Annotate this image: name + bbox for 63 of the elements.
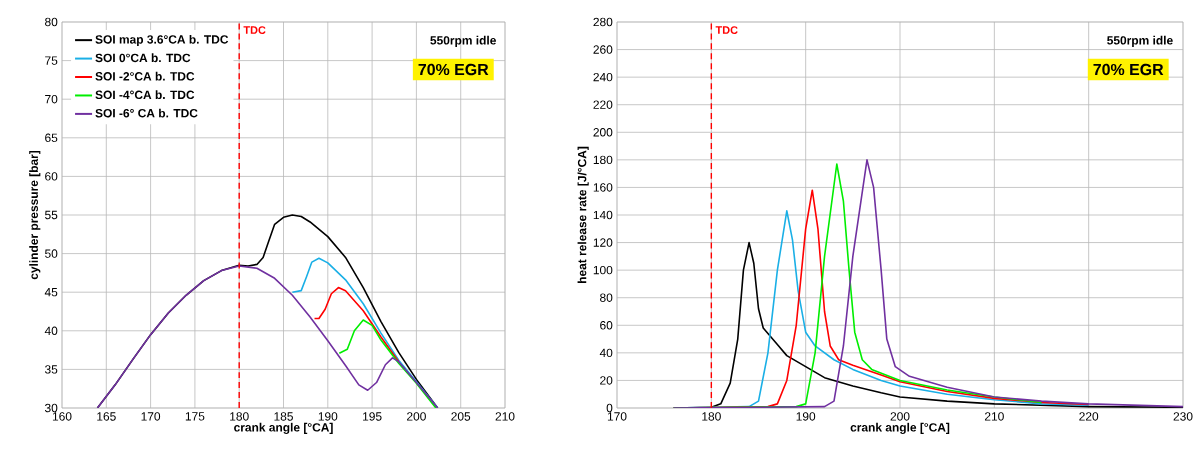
y-tick-label: 65 bbox=[45, 133, 58, 143]
x-tick-label: 185 bbox=[274, 412, 293, 421]
line-series bbox=[672, 159, 1184, 408]
y-tick-label: 70 bbox=[45, 94, 58, 104]
y-tick-label: 35 bbox=[44, 365, 58, 374]
y-tick-label: 200 bbox=[593, 128, 613, 137]
y-tick-label: 100 bbox=[593, 265, 613, 275]
ref-line-label: TDC bbox=[243, 26, 266, 34]
x-tick-label: 200 bbox=[407, 412, 426, 421]
x-tick-label: 220 bbox=[1079, 412, 1099, 421]
x-tick-label: 160 bbox=[52, 412, 72, 421]
y-tick-label: 260 bbox=[593, 45, 613, 54]
x-tick-label: 170 bbox=[141, 412, 161, 421]
x-tick-label: 195 bbox=[363, 412, 382, 421]
line-series bbox=[338, 319, 437, 408]
x-tick-label: 210 bbox=[984, 412, 1004, 421]
line-series bbox=[96, 265, 439, 408]
annotation: 550rpm idle bbox=[1107, 35, 1173, 47]
annotation: 70% EGR bbox=[418, 63, 489, 76]
y-tick-label: 60 bbox=[45, 172, 58, 181]
y-tick-label: 220 bbox=[593, 100, 613, 109]
x-axis-title: crank angle [°CA] bbox=[234, 422, 333, 435]
y-tick-label: 80 bbox=[600, 293, 613, 302]
x-tick-label: 210 bbox=[495, 412, 515, 421]
y-tick-label: 80 bbox=[45, 17, 58, 27]
x-tick-label: 230 bbox=[1173, 412, 1193, 421]
y-tick-label: 40 bbox=[599, 348, 613, 358]
x-tick-label: 165 bbox=[97, 412, 116, 421]
y-tick-label: 55 bbox=[45, 210, 58, 220]
legend-label: SOI -2°CA b. TDC bbox=[95, 71, 195, 81]
x-tick-label: 190 bbox=[796, 412, 816, 421]
x-axis-title: crank angle [°CA] bbox=[850, 422, 950, 435]
y-axis-title: cylinder pressure [bar] bbox=[29, 150, 41, 280]
legend-label: SOI -6° CA b. TDC bbox=[95, 108, 198, 118]
y-tick-label: 40 bbox=[44, 326, 58, 336]
y-axis-title: heat release rate [J/°CA] bbox=[577, 146, 589, 284]
y-tick-label: 60 bbox=[600, 321, 613, 330]
legend-label: SOI map 3.6°CA b. TDC bbox=[95, 34, 229, 47]
legend-label: SOI 0°CA b. TDC bbox=[95, 53, 191, 63]
x-tick-label: 180 bbox=[702, 412, 721, 421]
y-tick-label: 180 bbox=[593, 155, 613, 165]
legend-label: SOI -4°CA b. TDC bbox=[95, 90, 195, 100]
y-tick-label: 45 bbox=[44, 288, 58, 297]
x-tick-label: 170 bbox=[607, 412, 627, 421]
x-tick-label: 205 bbox=[451, 412, 471, 421]
y-tick-label: 240 bbox=[593, 72, 613, 82]
line-series bbox=[313, 286, 400, 363]
y-tick-label: 140 bbox=[593, 210, 613, 220]
x-tick-label: 175 bbox=[185, 412, 205, 421]
ref-line-label: TDC bbox=[715, 26, 738, 34]
x-tick-label: 200 bbox=[890, 412, 910, 421]
y-tick-label: 20 bbox=[600, 376, 613, 385]
x-tick-label: 190 bbox=[318, 412, 338, 421]
y-tick-label: 50 bbox=[45, 249, 58, 258]
y-tick-label: 280 bbox=[593, 17, 613, 27]
annotation: 550rpm idle bbox=[430, 35, 496, 47]
y-tick-label: 0 bbox=[606, 403, 613, 413]
x-tick-label: 180 bbox=[230, 412, 249, 421]
y-tick-label: 30 bbox=[44, 403, 58, 413]
y-tick-label: 160 bbox=[593, 183, 613, 192]
y-tick-label: 120 bbox=[593, 238, 613, 247]
annotation: 70% EGR bbox=[1093, 63, 1164, 76]
y-tick-label: 75 bbox=[45, 56, 58, 65]
